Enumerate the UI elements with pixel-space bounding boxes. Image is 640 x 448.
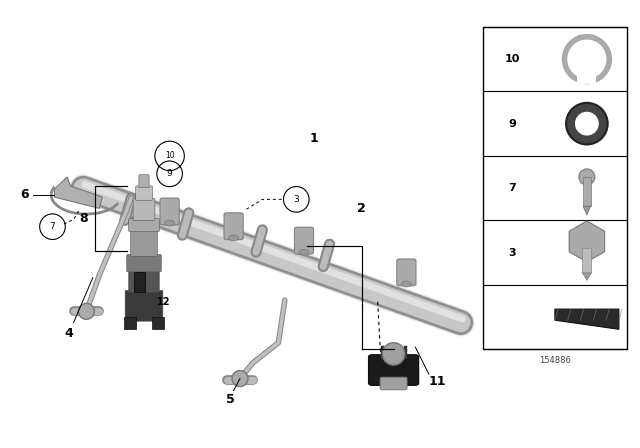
Text: 1: 1	[309, 132, 318, 146]
Text: 9: 9	[508, 119, 516, 129]
Bar	[583, 177, 591, 206]
Ellipse shape	[299, 249, 309, 255]
FancyBboxPatch shape	[136, 186, 152, 200]
Ellipse shape	[575, 112, 598, 135]
Bar	[577, 73, 596, 84]
Text: 8: 8	[79, 212, 88, 225]
FancyBboxPatch shape	[125, 290, 163, 321]
Text: 6: 6	[20, 188, 29, 202]
Bar	[134, 272, 145, 292]
Text: 4: 4	[65, 327, 74, 340]
Text: 7: 7	[508, 183, 516, 193]
Text: 10: 10	[504, 54, 520, 64]
Ellipse shape	[566, 103, 608, 144]
Text: 154886: 154886	[540, 356, 571, 365]
Polygon shape	[54, 177, 102, 208]
Text: 12: 12	[157, 297, 171, 307]
FancyBboxPatch shape	[129, 219, 159, 232]
Polygon shape	[583, 206, 591, 215]
FancyBboxPatch shape	[133, 198, 155, 220]
FancyBboxPatch shape	[127, 254, 161, 272]
Ellipse shape	[232, 370, 248, 387]
Ellipse shape	[401, 281, 412, 287]
Bar	[152, 317, 164, 329]
Text: 3: 3	[508, 248, 516, 258]
Ellipse shape	[579, 169, 595, 185]
Ellipse shape	[574, 46, 600, 72]
Text: 2: 2	[357, 202, 366, 215]
Text: 3: 3	[294, 195, 299, 204]
FancyBboxPatch shape	[224, 213, 243, 240]
Text: 7: 7	[50, 222, 55, 231]
Text: 11: 11	[428, 375, 446, 388]
FancyBboxPatch shape	[129, 270, 159, 292]
FancyBboxPatch shape	[369, 355, 419, 385]
FancyBboxPatch shape	[380, 377, 407, 390]
Polygon shape	[582, 273, 591, 280]
Bar	[124, 317, 136, 329]
Ellipse shape	[79, 303, 95, 319]
Text: 5: 5	[226, 393, 235, 406]
FancyBboxPatch shape	[131, 230, 157, 256]
Bar	[582, 248, 591, 273]
FancyBboxPatch shape	[160, 198, 179, 225]
Polygon shape	[569, 221, 605, 262]
Polygon shape	[555, 309, 619, 329]
Bar	[483, 27, 627, 349]
Ellipse shape	[164, 220, 175, 226]
FancyBboxPatch shape	[139, 175, 149, 188]
Text: 10: 10	[164, 151, 175, 160]
Ellipse shape	[383, 343, 405, 365]
Ellipse shape	[228, 235, 239, 241]
FancyBboxPatch shape	[397, 259, 416, 286]
FancyBboxPatch shape	[294, 227, 314, 254]
Text: 9: 9	[167, 169, 172, 178]
